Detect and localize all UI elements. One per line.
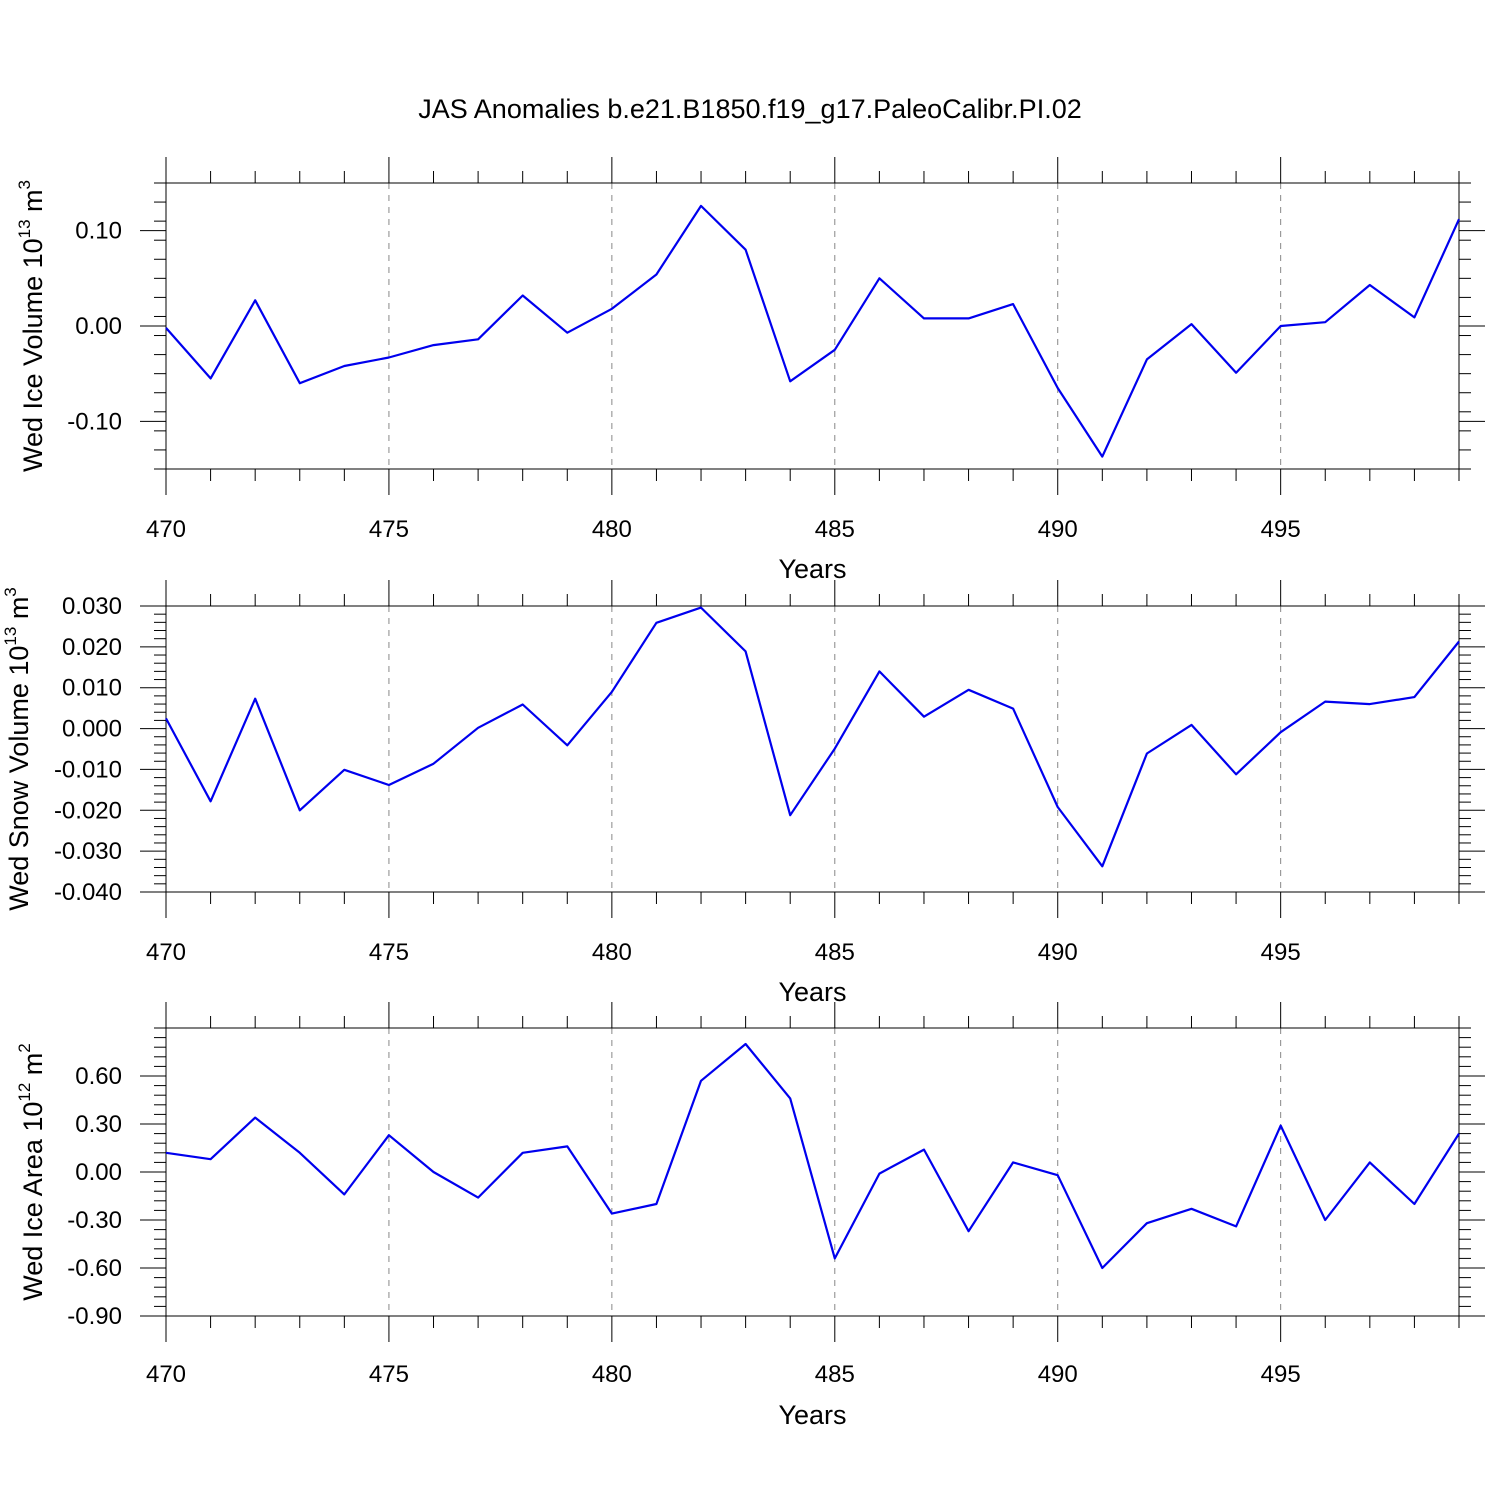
x-tick-label: 495 bbox=[1261, 1361, 1301, 1388]
y-axis-title: Wed Ice Volume 1013 m3 bbox=[15, 180, 48, 472]
y-axis-title-exponent: 13 bbox=[15, 219, 34, 238]
y-axis-title-unit: m bbox=[4, 597, 34, 627]
plot-frame bbox=[165, 605, 1460, 893]
plot-frame bbox=[165, 182, 1460, 470]
x-tick-label: 480 bbox=[592, 1361, 632, 1388]
panel-2: -0.040 -0.030 -0.020 -0.010 0.000 0.010 0.020 0… bbox=[1, 580, 1485, 1007]
y-tick-label: -0.10 bbox=[67, 408, 122, 435]
y-tick-label: -0.040 bbox=[54, 879, 122, 906]
y-axis-title-unit-exponent: 3 bbox=[1, 587, 20, 596]
y-axis-title-text: Wed Ice Area 10 bbox=[18, 1102, 48, 1301]
series-line bbox=[165, 606, 1460, 868]
y-tick-label: 0.030 bbox=[62, 593, 122, 620]
x-tick-label: 470 bbox=[146, 1361, 186, 1388]
y-axis-title-unit: m bbox=[18, 189, 48, 219]
x-tick-label: 470 bbox=[146, 516, 186, 543]
y-tick-label: -0.010 bbox=[54, 756, 122, 783]
y-axis-title-text: Wed Snow Volume 10 bbox=[4, 646, 34, 911]
x-axis-title: Years bbox=[778, 554, 846, 584]
x-tick-label: 475 bbox=[369, 516, 409, 543]
y-tick-label: 0.020 bbox=[62, 634, 122, 661]
y-tick-label: 0.60 bbox=[75, 1063, 122, 1090]
x-tick-label: 495 bbox=[1261, 939, 1301, 966]
y-axis-title: Wed Snow Volume 1013 m3 bbox=[1, 587, 34, 911]
y-axis-title: Wed Ice Area 1012 m2 bbox=[15, 1043, 48, 1301]
x-axis-title: Years bbox=[778, 1400, 846, 1430]
x-tick-label: 480 bbox=[592, 516, 632, 543]
figure-title: JAS Anomalies b.e21.B1850.f19_g17.PaleoC… bbox=[418, 94, 1081, 124]
x-tick-label: 495 bbox=[1261, 516, 1301, 543]
y-tick-label: 0.30 bbox=[75, 1111, 122, 1138]
x-tick-label: 475 bbox=[369, 939, 409, 966]
x-tick-label: 490 bbox=[1038, 1361, 1078, 1388]
y-axis-title-exponent: 12 bbox=[15, 1083, 34, 1102]
y-axis-title-unit-exponent: 2 bbox=[15, 1043, 34, 1052]
x-tick-label: 490 bbox=[1038, 939, 1078, 966]
y-axis-title-exponent: 13 bbox=[1, 627, 20, 646]
y-tick-label: -0.90 bbox=[67, 1303, 122, 1330]
x-tick-label: 490 bbox=[1038, 516, 1078, 543]
y-axis-title-unit-exponent: 3 bbox=[15, 180, 34, 189]
x-tick-label: 475 bbox=[369, 1361, 409, 1388]
y-tick-label: 0.000 bbox=[62, 716, 122, 743]
panel-3: -0.90 -0.60 -0.30 0.00 0.30 0.60 470 475 480 485 4… bbox=[15, 1002, 1485, 1430]
x-axis-title: Years bbox=[778, 977, 846, 1007]
panel-1: -0.10 0.00 0.10 470 475 480 485 490 495 Years Wed … bbox=[15, 157, 1485, 584]
x-tick-label: 485 bbox=[815, 1361, 855, 1388]
y-tick-label: 0.10 bbox=[75, 218, 122, 245]
y-tick-label: -0.020 bbox=[54, 797, 122, 824]
y-tick-label: 0.010 bbox=[62, 675, 122, 702]
series-line bbox=[165, 1042, 1460, 1270]
x-tick-label: 485 bbox=[815, 939, 855, 966]
x-tick-label: 470 bbox=[146, 939, 186, 966]
y-axis-title-text: Wed Ice Volume 10 bbox=[18, 238, 48, 472]
y-axis-title-unit: m bbox=[18, 1053, 48, 1083]
y-tick-label: 0.00 bbox=[75, 313, 122, 340]
x-tick-label: 485 bbox=[815, 516, 855, 543]
x-tick-label: 480 bbox=[592, 939, 632, 966]
y-tick-label: -0.030 bbox=[54, 838, 122, 865]
series-line bbox=[165, 204, 1461, 458]
y-tick-label: -0.30 bbox=[67, 1207, 122, 1234]
y-tick-label: 0.00 bbox=[75, 1159, 122, 1186]
y-tick-label: -0.60 bbox=[67, 1255, 122, 1282]
